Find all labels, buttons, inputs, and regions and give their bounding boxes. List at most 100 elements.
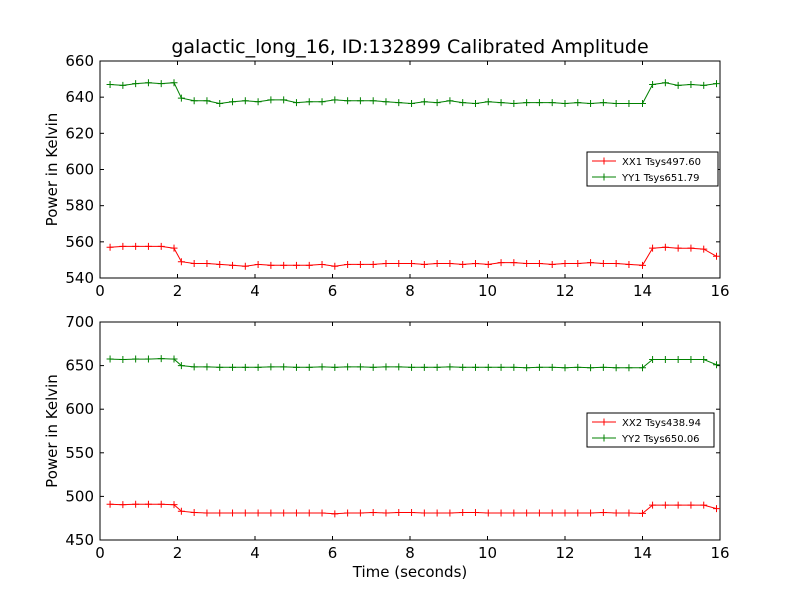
data-point (177, 507, 185, 515)
data-point (420, 363, 428, 371)
data-point (548, 260, 556, 268)
data-point (497, 363, 505, 371)
data-point (674, 244, 682, 252)
data-point (157, 80, 165, 88)
data-point (674, 81, 682, 89)
data-point (267, 509, 275, 517)
data-point (144, 79, 152, 87)
legend-marker (600, 434, 608, 442)
y-tick-label: 560 (65, 233, 94, 251)
y-tick-label: 580 (65, 197, 94, 215)
data-point (459, 260, 467, 268)
data-point (144, 500, 152, 508)
data-point (254, 98, 262, 106)
data-point (523, 260, 531, 268)
data-point (687, 355, 695, 363)
y-tick-label: 640 (65, 88, 94, 106)
data-point (106, 500, 114, 508)
data-point (267, 96, 275, 104)
data-point (700, 245, 708, 253)
data-point (318, 509, 326, 517)
x-tick-label: 8 (405, 544, 415, 562)
data-point (157, 242, 165, 250)
data-point (687, 244, 695, 252)
y-tick-label: 540 (65, 269, 94, 287)
data-point (190, 260, 198, 268)
x-tick-label: 14 (633, 282, 652, 300)
data-point (395, 260, 403, 268)
data-point (687, 81, 695, 89)
data-point (318, 260, 326, 268)
data-point (216, 509, 224, 517)
data-point (344, 363, 352, 371)
data-point (119, 81, 127, 89)
data-point (587, 259, 595, 267)
data-point (280, 363, 288, 371)
data-point (170, 355, 178, 363)
data-point (459, 363, 467, 371)
legend-marker (600, 157, 608, 165)
data-point (170, 501, 178, 509)
data-point (216, 260, 224, 268)
data-point (548, 363, 556, 371)
data-point (241, 262, 249, 270)
data-point (625, 260, 633, 268)
y-tick-label: 660 (65, 52, 94, 70)
data-point (190, 509, 198, 517)
data-point (510, 99, 518, 107)
data-point (535, 99, 543, 107)
data-point (497, 259, 505, 267)
data-point (318, 363, 326, 371)
data-point (203, 363, 211, 371)
legend-label: YY2 Tsys650.06 (621, 434, 700, 445)
data-point (574, 260, 582, 268)
x-tick-label: 12 (555, 544, 574, 562)
data-point (356, 260, 364, 268)
data-point (574, 99, 582, 107)
data-point (587, 99, 595, 107)
data-point (157, 355, 165, 363)
data-point (713, 80, 721, 88)
data-point (471, 260, 479, 268)
data-point (203, 97, 211, 105)
data-point (713, 505, 721, 513)
data-point (229, 363, 237, 371)
data-point (280, 96, 288, 104)
data-point (203, 260, 211, 268)
data-point (661, 243, 669, 251)
data-point (587, 364, 595, 372)
x-tick-label: 2 (173, 544, 183, 562)
data-point (331, 510, 339, 518)
x-tick-label: 4 (250, 282, 260, 300)
legend-marker (600, 418, 608, 426)
data-point (190, 363, 198, 371)
legend-box (586, 412, 715, 448)
x-axis-label: Time (seconds) (352, 563, 468, 581)
data-point (318, 98, 326, 106)
data-point (484, 98, 492, 106)
data-point (612, 364, 620, 372)
y-tick-label: 600 (65, 400, 94, 418)
legend-box (586, 151, 719, 187)
data-point (356, 363, 364, 371)
data-point (382, 509, 390, 517)
data-point (254, 509, 262, 517)
y-tick-label: 500 (65, 487, 94, 505)
data-point (280, 261, 288, 269)
x-tick-label: 16 (710, 282, 729, 300)
chart-title: galactic_long_16, ID:132899 Calibrated A… (171, 36, 648, 58)
data-point (408, 260, 416, 268)
data-point (292, 99, 300, 107)
data-point (661, 501, 669, 509)
y-tick-label: 550 (65, 444, 94, 462)
data-point (177, 94, 185, 102)
data-point (106, 355, 114, 363)
data-point (170, 79, 178, 87)
data-point (497, 509, 505, 517)
data-point (446, 509, 454, 517)
data-point (713, 252, 721, 260)
y-axis-label: Power in Kelvin (43, 374, 61, 488)
data-point (395, 363, 403, 371)
data-point (420, 509, 428, 517)
data-point (408, 99, 416, 107)
